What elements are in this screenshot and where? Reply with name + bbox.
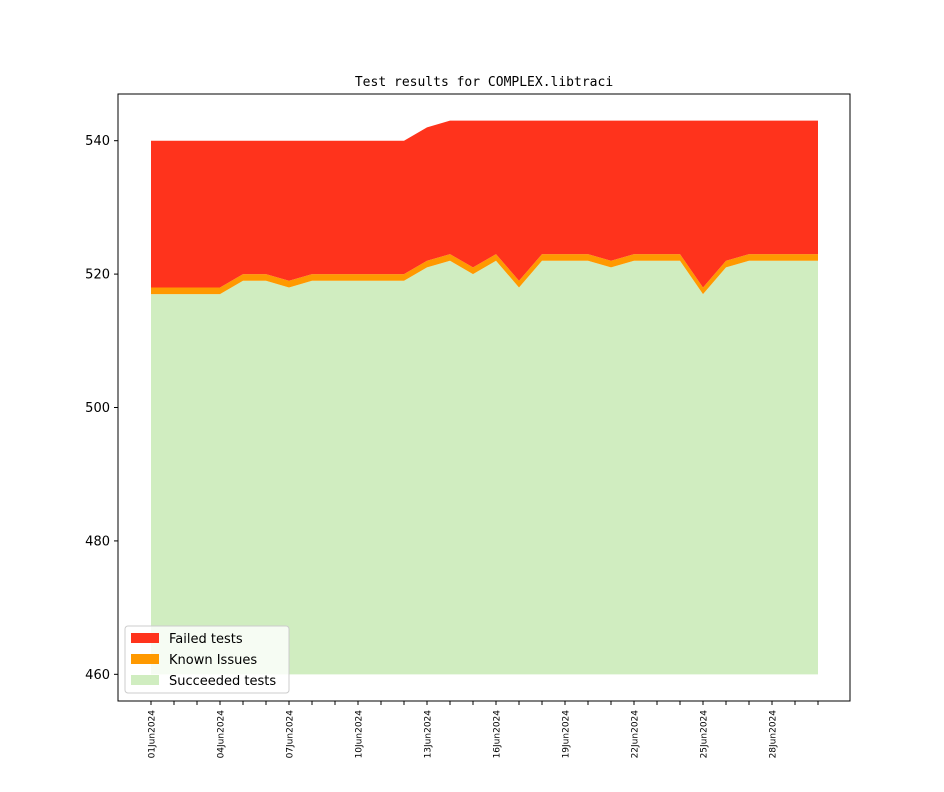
legend-label: Succeeded tests	[169, 674, 276, 689]
area-failed-tests	[151, 120, 818, 288]
legend-swatch	[131, 675, 159, 685]
x-tick-label: 01Jun2024	[148, 710, 158, 759]
x-tick-label: 04Jun2024	[217, 710, 227, 759]
x-axis: 01Jun2024 04Jun2024 07Jun2024 10Jun2024 13Ju…	[148, 701, 819, 758]
y-axis: 460 480 500 520 540	[85, 134, 118, 683]
x-tick-label: 13Jun2024	[424, 710, 434, 759]
y-tick-label: 540	[85, 134, 110, 149]
x-tick-label: 10Jun2024	[355, 710, 365, 759]
areas-layer	[151, 120, 818, 675]
x-tick-label: 22Jun2024	[631, 710, 641, 759]
x-tick-label: 16Jun2024	[493, 710, 503, 759]
y-tick-label: 480	[85, 534, 110, 549]
area-succeeded-tests	[151, 260, 818, 675]
area-known-issues	[151, 254, 818, 295]
chart-title: Test results for COMPLEX.libtraci	[355, 75, 613, 90]
legend-box	[124, 625, 290, 694]
legend-label: Failed tests	[169, 632, 243, 647]
y-tick-label: 500	[85, 401, 110, 416]
legend: Failed tests Known Issues Succeeded tests	[124, 625, 290, 694]
plot-frame	[117, 93, 851, 702]
x-tick-label: 07Jun2024	[286, 710, 296, 759]
x-tick-label: 28Jun2024	[769, 710, 779, 759]
legend-swatch	[131, 654, 159, 664]
x-tick-label: 19Jun2024	[562, 710, 572, 759]
y-tick-label: 520	[85, 268, 110, 283]
legend-swatch	[131, 633, 159, 643]
y-tick-label: 460	[85, 668, 110, 683]
legend-label: Known Issues	[169, 653, 257, 668]
x-tick-label: 25Jun2024	[700, 710, 710, 759]
